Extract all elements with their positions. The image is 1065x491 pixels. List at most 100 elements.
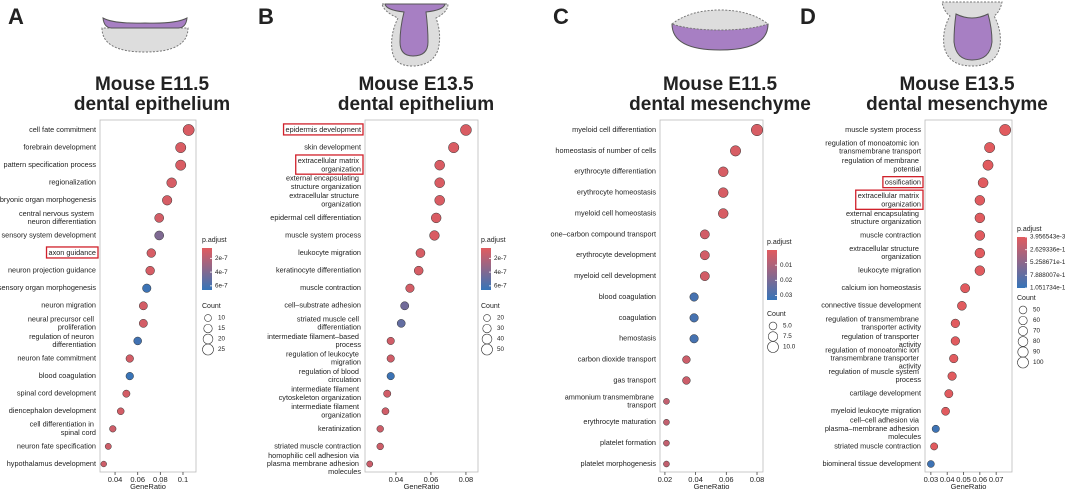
category-label: forebrain development: [23, 143, 96, 152]
dot: [386, 354, 395, 363]
category-label: cell–substrate adhesion: [284, 301, 361, 310]
category-label-line: neuron differentiation: [28, 217, 96, 226]
highlight-box: [855, 189, 924, 210]
dot: [162, 195, 173, 206]
x-tick-label: 0.05: [956, 475, 971, 484]
legend-title: Count: [481, 303, 500, 310]
size-key-label: 7.5: [783, 333, 792, 340]
legend-title: p.adjust: [1017, 226, 1042, 233]
color-bar: [767, 250, 777, 300]
category-label: external encapsulating structure organiz…: [286, 174, 361, 191]
category-label-line: molecules: [888, 432, 921, 441]
dot: [699, 229, 710, 240]
dot: [125, 354, 134, 363]
x-tick-label: 0.02: [658, 475, 673, 484]
legend-title: Count: [767, 311, 786, 318]
dot: [689, 292, 699, 302]
size-key-label: 25: [218, 346, 226, 353]
dot: [699, 250, 710, 261]
panel-letter: A: [8, 4, 24, 29]
color-tick-label: 7.888007e-16: [1030, 272, 1065, 279]
size-key-label: 70: [1033, 328, 1041, 335]
size-key-label: 5.0: [783, 323, 792, 330]
dot: [383, 389, 392, 398]
color-tick-label: 2e-7: [215, 255, 228, 262]
color-tick-label: 6e-7: [494, 283, 507, 290]
category-label-line: transmembrane transport: [839, 147, 921, 156]
category-label-line: differentiation: [317, 322, 361, 331]
x-tick-label: 0.08: [750, 475, 765, 484]
size-key: [204, 314, 212, 322]
x-tick-label: 0.04: [108, 475, 123, 484]
x-tick-label: 0.06: [130, 475, 145, 484]
category-label: biomineral tissue development: [822, 459, 921, 468]
dot: [682, 355, 691, 364]
size-key: [1018, 315, 1028, 326]
highlight-box: [45, 246, 99, 259]
category-label: regulation of muscle system process: [829, 367, 922, 384]
size-key: [767, 341, 779, 353]
x-tick-label: 0.08: [459, 475, 474, 484]
size-key-label: 20: [497, 315, 505, 322]
size-key-label: 10.0: [783, 344, 796, 351]
color-tick-label: 5.258671e-16: [1030, 259, 1065, 266]
legend-title: Count: [202, 303, 221, 310]
size-key: [203, 323, 213, 334]
size-key-label: 100: [1033, 359, 1044, 366]
category-label: skin development: [304, 143, 361, 152]
x-axis-label: GeneRatio: [404, 482, 440, 491]
color-tick-label: 2e-7: [494, 255, 507, 262]
category-label-line: regulation of transporter: [842, 332, 922, 341]
category-label-line: differentiation: [52, 340, 96, 349]
plot-frame: [364, 119, 479, 473]
x-tick-label: 0.08: [153, 475, 168, 484]
icon-d: [941, 1, 1003, 67]
dot: [689, 313, 699, 323]
category-label: spinal cord development: [17, 389, 96, 398]
category-label-line: intermediate filament: [291, 402, 361, 411]
chart-title: Mouse E13.5: [899, 74, 1015, 95]
highlight-box: [282, 123, 364, 136]
category-label-line: structure organization: [291, 182, 361, 191]
dot: [145, 265, 155, 276]
dot: [663, 460, 670, 468]
x-tick-label: 0.06: [973, 475, 988, 484]
category-label-line: plasma membrane adhesion: [267, 459, 361, 468]
dot: [974, 265, 986, 276]
category-label: regulation of transporter activity: [842, 332, 922, 349]
category-label: regulation of membrane potential: [842, 156, 921, 173]
category-label-line: extracellular structure: [289, 191, 361, 200]
category-label-line: extracellular matrix: [858, 191, 921, 200]
color-tick-label: 3.956543e-37: [1030, 234, 1065, 241]
dot: [982, 159, 994, 171]
x-tick-label: 0.04: [940, 475, 955, 484]
category-label: regulation of monoatomic ion transmembra…: [825, 138, 921, 155]
dot: [718, 187, 729, 198]
dot: [941, 406, 950, 416]
dot: [947, 371, 957, 381]
category-label-line: extracellular structure: [849, 244, 921, 253]
category-label: keratinization: [318, 424, 361, 433]
dot: [146, 248, 156, 258]
icon-b: [381, 3, 449, 67]
dot: [154, 213, 164, 223]
dot: [930, 442, 939, 451]
dot: [689, 334, 699, 344]
category-label: cartilage development: [850, 389, 921, 398]
size-key-label: 30: [497, 325, 505, 332]
size-key: [481, 333, 493, 345]
category-label: regulation of neuron differentiation: [29, 332, 96, 349]
dot: [381, 407, 390, 416]
dot: [974, 247, 986, 259]
chart-title: Mouse E13.5: [358, 74, 474, 95]
category-label: erythrocyte maturation: [583, 417, 656, 426]
category-label: extracellular matrix organization: [298, 156, 361, 173]
color-bar: [481, 248, 491, 290]
color-bar: [202, 248, 212, 290]
category-label: carbon dioxide transport: [578, 355, 656, 364]
category-label-line: migration: [331, 358, 361, 367]
size-key: [482, 323, 492, 334]
category-label: diencephalon development: [9, 406, 96, 415]
dot: [400, 301, 410, 311]
dot: [931, 424, 940, 433]
